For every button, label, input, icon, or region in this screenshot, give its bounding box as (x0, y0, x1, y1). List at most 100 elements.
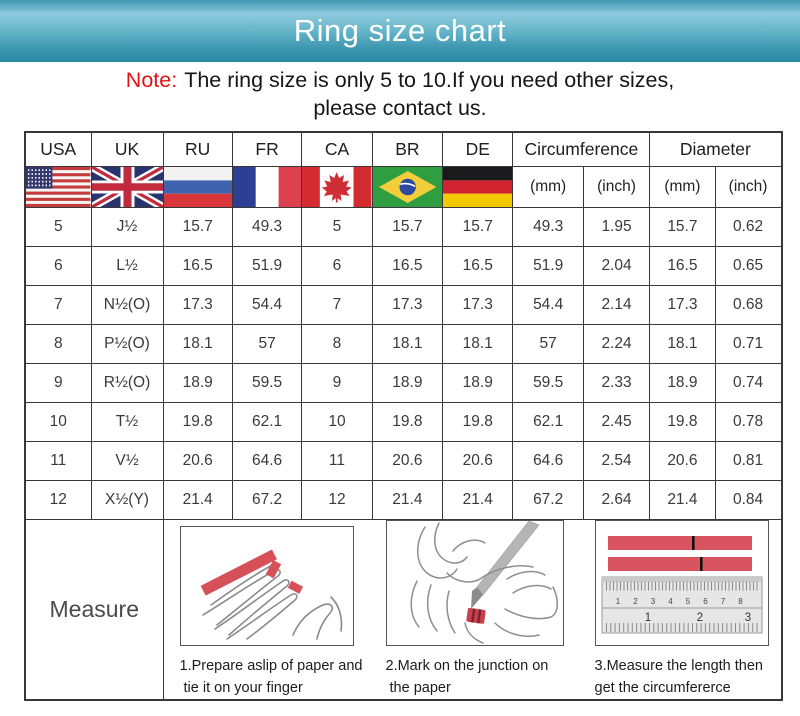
cell-circumference-mm: 51.9 (512, 246, 584, 286)
cell-uk: T½ (90, 402, 164, 442)
svg-text:5: 5 (685, 597, 690, 606)
measure-step-3: 1 2 3 4 5 6 7 8 (594, 520, 781, 699)
cell-de: 19.8 (442, 402, 514, 442)
flag-germany-icon (442, 166, 514, 208)
col-header-br: BR (371, 131, 444, 167)
note-block: Note: The ring size is only 5 to 10.If yo… (0, 66, 800, 122)
svg-text:1: 1 (644, 612, 650, 624)
cell-usa: 10 (24, 402, 92, 442)
cell-circumference-inch: 1.95 (582, 207, 651, 247)
subheader-circumference-inch: (inch) (582, 166, 651, 208)
size-row-11: 11 V½ 20.6 64.6 11 20.6 20.6 64.6 2.54 20.6 0.81 (24, 441, 783, 481)
cell-uk: V½ (90, 441, 164, 481)
cell-ru: 15.7 (162, 207, 233, 247)
cell-circumference-inch: 2.14 (582, 285, 651, 325)
cell-br: 17.3 (371, 285, 444, 325)
cell-circumference-mm: 57 (512, 324, 584, 364)
cell-fr: 49.3 (231, 207, 303, 247)
cell-circumference-inch: 2.24 (582, 324, 651, 364)
flag-row: (mm) (inch) (mm) (inch) (24, 166, 783, 208)
cell-uk: P½(O) (90, 324, 164, 364)
cell-ru: 17.3 (162, 285, 233, 325)
col-header-de: DE (442, 131, 514, 167)
cell-diameter-inch: 0.62 (714, 207, 783, 247)
col-header-circumference: Circumference (512, 131, 651, 167)
measure-step-1-caption: 1.Prepare aslip of paper and tie it on y… (179, 658, 363, 696)
cell-de: 15.7 (442, 207, 514, 247)
cell-diameter-inch: 0.71 (714, 324, 783, 364)
cell-br: 19.8 (371, 402, 444, 442)
measure-row: Measure (24, 519, 782, 701)
cell-circumference-inch: 2.33 (582, 363, 651, 403)
cell-ca: 6 (301, 246, 373, 286)
cell-br: 18.1 (371, 324, 444, 364)
col-header-usa: USA (24, 131, 92, 167)
cell-ca: 5 (301, 207, 373, 247)
cell-diameter-mm: 16.5 (649, 246, 716, 286)
cell-circumference-mm: 59.5 (512, 363, 584, 403)
cell-diameter-inch: 0.78 (714, 402, 783, 442)
cell-ca: 12 (301, 480, 373, 520)
cell-usa: 5 (24, 207, 92, 247)
svg-text:7: 7 (720, 597, 725, 606)
cell-circumference-inch: 2.64 (582, 480, 651, 520)
cell-de: 17.3 (442, 285, 514, 325)
cell-br: 21.4 (371, 480, 444, 520)
cell-usa: 8 (24, 324, 92, 364)
measure-step-2-caption: 2.Mark on the junction on the paper (385, 658, 549, 696)
cell-circumference-inch: 2.45 (582, 402, 651, 442)
cell-fr: 54.4 (231, 285, 303, 325)
cell-diameter-mm: 20.6 (649, 441, 716, 481)
cell-br: 15.7 (371, 207, 444, 247)
cell-diameter-mm: 21.4 (649, 480, 716, 520)
svg-text:2: 2 (696, 612, 702, 624)
size-row-8: 8 P½(O) 18.1 57 8 18.1 18.1 57 2.24 18.1 0.71 (24, 324, 783, 364)
cell-uk: J½ (90, 207, 164, 247)
svg-text:4: 4 (668, 597, 673, 606)
cell-br: 16.5 (371, 246, 444, 286)
cell-circumference-inch: 2.54 (582, 441, 651, 481)
cell-usa: 7 (24, 285, 92, 325)
cell-diameter-inch: 0.74 (714, 363, 783, 403)
flag-russia-icon (162, 166, 233, 208)
cell-circumference-mm: 62.1 (512, 402, 584, 442)
measure-label: Measure (24, 519, 164, 701)
cell-circumference-mm: 49.3 (512, 207, 584, 247)
cell-fr: 67.2 (231, 480, 303, 520)
cell-diameter-inch: 0.84 (714, 480, 783, 520)
cell-ru: 18.9 (162, 363, 233, 403)
cell-de: 16.5 (442, 246, 514, 286)
title-banner: Ring size chart (0, 0, 800, 62)
col-header-fr: FR (231, 131, 303, 167)
svg-text:1: 1 (615, 597, 620, 606)
cell-de: 21.4 (442, 480, 514, 520)
cell-usa: 11 (24, 441, 92, 481)
svg-text:8: 8 (738, 597, 743, 606)
cell-diameter-mm: 17.3 (649, 285, 716, 325)
svg-text:2: 2 (633, 597, 638, 606)
cell-ca: 10 (301, 402, 373, 442)
ring-size-table: USA UK RU FR CA BR DE Circumference Diam… (24, 131, 783, 701)
cell-ru: 20.6 (162, 441, 233, 481)
cell-ru: 19.8 (162, 402, 233, 442)
flag-canada-icon (301, 166, 373, 208)
cell-uk: N½(O) (90, 285, 164, 325)
cell-circumference-mm: 67.2 (512, 480, 584, 520)
cell-br: 18.9 (371, 363, 444, 403)
size-row-6: 6 L½ 16.5 51.9 6 16.5 16.5 51.9 2.04 16.5 0.65 (24, 246, 783, 286)
pen-marking-finger-illustration (385, 520, 564, 646)
size-row-10: 10 T½ 19.8 62.1 10 19.8 19.8 62.1 2.45 19.8 0.78 (24, 402, 783, 442)
cell-diameter-inch: 0.68 (714, 285, 783, 325)
cell-ca: 8 (301, 324, 373, 364)
flag-brazil-icon (371, 166, 444, 208)
subheader-diameter-mm: (mm) (649, 166, 716, 208)
maple-leaf-icon (322, 172, 352, 201)
ruler-measure-illustration: 1 2 3 4 5 6 7 8 (594, 520, 769, 646)
cell-fr: 62.1 (231, 402, 303, 442)
cell-diameter-inch: 0.65 (714, 246, 783, 286)
cell-circumference-mm: 64.6 (512, 441, 584, 481)
table-header-row: USA UK RU FR CA BR DE Circumference Diam… (24, 131, 782, 167)
cell-de: 18.9 (442, 363, 514, 403)
col-header-uk: UK (90, 131, 164, 167)
cell-ru: 21.4 (162, 480, 233, 520)
